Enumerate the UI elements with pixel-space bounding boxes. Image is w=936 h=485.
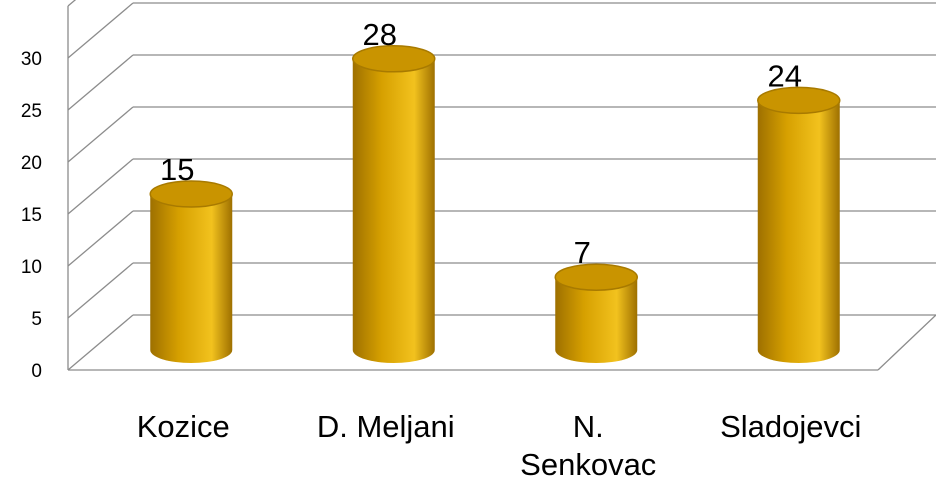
- category-label: D. Meljani: [317, 409, 455, 444]
- bar-kozice: [149, 180, 233, 363]
- y-tick-label: 25: [21, 101, 42, 122]
- category-label: N. Senkovac: [520, 409, 656, 482]
- y-tick-label: 0: [31, 361, 42, 382]
- y-tick-label: 10: [21, 257, 42, 278]
- data-label: 15: [160, 152, 194, 187]
- data-label: 7: [574, 235, 591, 270]
- data-labels: 15 28 7 24: [160, 17, 802, 270]
- x-axis-categories: Kozice D. Meljani N. Senkovac Sladojevci: [137, 409, 862, 482]
- y-tick-label: 20: [21, 153, 42, 174]
- bar-n-senkovac: [554, 263, 638, 364]
- category-label: Kozice: [137, 409, 230, 444]
- data-label: 24: [768, 58, 802, 93]
- y-tick-label: 5: [31, 309, 42, 330]
- y-tick-label: 30: [21, 49, 42, 70]
- bars: [149, 45, 841, 364]
- chart-floor: [67, 6, 936, 371]
- category-label: Sladojevci: [720, 409, 861, 444]
- bar-d-meljani: [352, 45, 436, 363]
- y-tick-label: 15: [21, 205, 42, 226]
- data-label: 28: [363, 17, 397, 52]
- bar-sladojevci: [757, 86, 841, 364]
- gridline-25: [67, 54, 936, 111]
- y-axis-ticks: 0 5 10 15 20 25 30: [21, 49, 42, 382]
- gridline-30: [67, 2, 936, 59]
